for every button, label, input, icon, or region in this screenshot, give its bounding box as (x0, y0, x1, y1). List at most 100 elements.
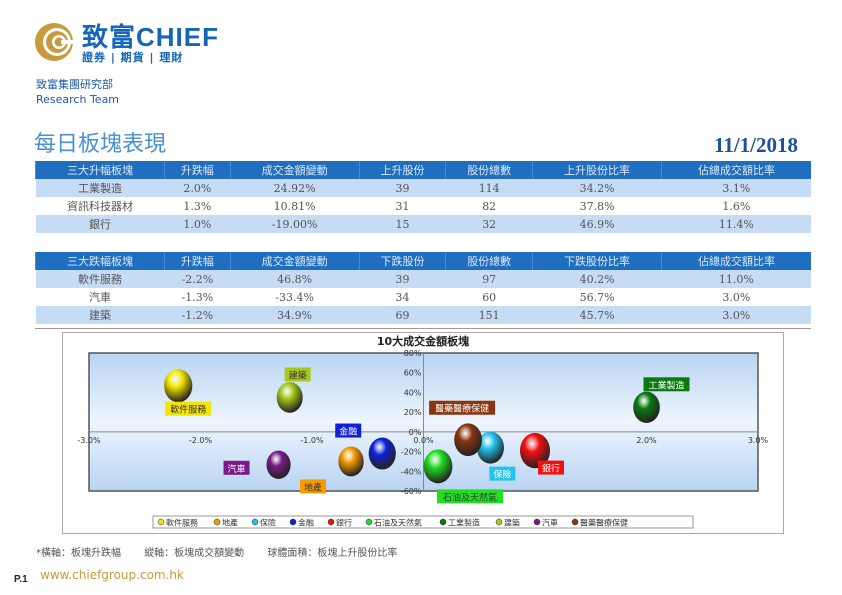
x-tick-label: 3.0% (748, 436, 769, 445)
table-cell: 97 (445, 270, 533, 288)
table-cell: 3.1% (661, 179, 811, 197)
table-cell: 46.9% (532, 215, 662, 233)
report-date: 11/1/2018 (713, 133, 798, 157)
table-cell: 82 (482, 199, 497, 213)
table-cell: -2.2% (164, 270, 231, 288)
table-cell: -19.00% (230, 215, 360, 233)
legend-marker (157, 518, 165, 526)
table-cell: 69 (359, 306, 446, 324)
column-header: 佔總成交額比率 (661, 161, 811, 179)
column-header: 上升股份比率 (532, 161, 662, 179)
legend-marker (365, 518, 373, 526)
bubble-3 (368, 437, 396, 470)
bubble-label-bg (489, 466, 516, 481)
table-cell: 1.3% (183, 199, 212, 213)
x-tick-label: -2.0% (189, 436, 213, 445)
website-link[interactable]: www.chiefgroup.com.hk (40, 568, 184, 582)
footnote-x: *橫軸：板塊升跌幅 (36, 548, 121, 559)
bubble-6 (633, 391, 660, 423)
bubble-8 (266, 450, 291, 479)
brand-tagline: 證券 | 期貨 | 理財 (82, 51, 184, 64)
x-tick-label: 0.0% (413, 436, 434, 445)
table-cell: 151 (445, 306, 533, 324)
table-cell: 114 (445, 179, 533, 197)
table-cell: 建築 (35, 306, 165, 324)
department: 致富集團研究部 (36, 78, 113, 91)
bubble-label-bg (643, 377, 690, 392)
footnote: *橫軸：板塊升跌幅 縱軸：板塊成交額變動 球體面積：板塊上升股份比率 (36, 548, 417, 560)
table-cell: 工業製造 (35, 179, 165, 197)
bubble-label-bg (223, 460, 250, 475)
legend-label: 汽車 (542, 518, 558, 528)
bubble-label: 石油及天然氣 (443, 491, 497, 503)
column-header: 成交金額變動 (229, 161, 360, 179)
legend-label: 金融 (298, 518, 314, 528)
table-cell: -1.3% (181, 290, 214, 304)
table-row: 資訊科技器材 1.3% 10.81% 31 82 37.8% 1.6% (36, 197, 812, 215)
table-row: 建築 -1.2% 34.9% 69 151 45.7% 3.0% (35, 306, 811, 324)
column-header: 股份總數 (445, 252, 533, 270)
y-tick-label: -40% (401, 467, 422, 476)
bubble-label: 軟件服務 (170, 404, 206, 416)
table-cell: 11.4% (661, 215, 811, 233)
legend-label: 工業製造 (448, 518, 480, 528)
table-cell: 24.92% (230, 179, 360, 197)
bubble-chart: 10大成交金額板塊 -3.0%-2.0%-1.0%0.0%1.0%2.0%3.0… (62, 332, 784, 534)
chart-title: 10大成交金額板塊 (377, 334, 469, 348)
legend-marker (289, 518, 297, 526)
bubble-1 (338, 446, 364, 477)
y-tick-label: 80% (404, 349, 422, 358)
column-header: 股份總數 (445, 161, 533, 179)
table-cell: 3.0% (661, 306, 811, 324)
table-cell: 60 (482, 290, 497, 304)
page-title: 每日板塊表現 (34, 132, 167, 157)
bubble-label-bg (300, 479, 327, 494)
bubble-label: 保險 (493, 469, 511, 481)
divider (35, 328, 811, 329)
bubble-label: 銀行 (542, 463, 560, 475)
legend-marker (213, 518, 221, 526)
column-header: 成交金額變動 (229, 252, 360, 270)
column-header: 佔總成交額比率 (661, 252, 811, 270)
legend-marker (439, 518, 447, 526)
legend-label: 石油及天然氣 (374, 518, 422, 528)
table-cell: 銀行 (35, 215, 165, 233)
table-cell: 39 (359, 270, 446, 288)
table-row: 汽車 -1.3% -33.4% 34 60 56.7% 3.0% (36, 288, 812, 306)
bubble-9 (454, 423, 482, 457)
table-cell: 39 (359, 179, 446, 197)
table-row: 銀行 1.0% -19.00% 15 32 46.9% 11.4% (35, 215, 811, 233)
table-cell: 34.2% (532, 179, 662, 197)
table-cell: 34 (395, 290, 410, 304)
table-cell: 11.0% (661, 270, 811, 288)
table-cell: 1.6% (722, 199, 751, 213)
table-cell: 1.0% (164, 215, 231, 233)
bubble-label-bg (429, 400, 496, 415)
legend-label: 銀行 (336, 518, 352, 528)
team-name: Research Team (36, 93, 120, 106)
brand-name: 致富CHIEF (82, 22, 220, 52)
table-cell: 45.7% (532, 306, 662, 324)
column-header: 升跌幅 (164, 252, 231, 270)
bubble-chart-svg: 10大成交金額板塊 -3.0%-2.0%-1.0%0.0%1.0%2.0%3.0… (77, 334, 769, 529)
y-tick-label: 60% (404, 369, 422, 378)
y-tick-label: 0% (409, 428, 422, 437)
column-header: 下跌股份 (358, 252, 446, 270)
table-cell: 34.9% (230, 306, 360, 324)
bubble-5 (423, 449, 453, 484)
table-cell: 資訊科技器材 (67, 200, 134, 213)
legend-label: 地產 (222, 518, 238, 528)
legend-label: 軟件服務 (166, 518, 198, 528)
bubble-label-bg (165, 401, 212, 416)
x-tick-label: 2.0% (636, 436, 657, 445)
legend-marker (251, 518, 259, 526)
chart-legend (152, 515, 694, 529)
bubble-label-bg (538, 460, 564, 475)
table-cell: -1.2% (164, 306, 231, 324)
table-cell: 2.0% (164, 179, 231, 197)
legend-label: 醫藥醫療保健 (580, 518, 628, 528)
bubble-7 (276, 382, 303, 413)
bubble-label-bg (436, 489, 503, 504)
bubble-label: 汽車 (228, 463, 246, 475)
bubble-label: 金融 (339, 426, 357, 438)
